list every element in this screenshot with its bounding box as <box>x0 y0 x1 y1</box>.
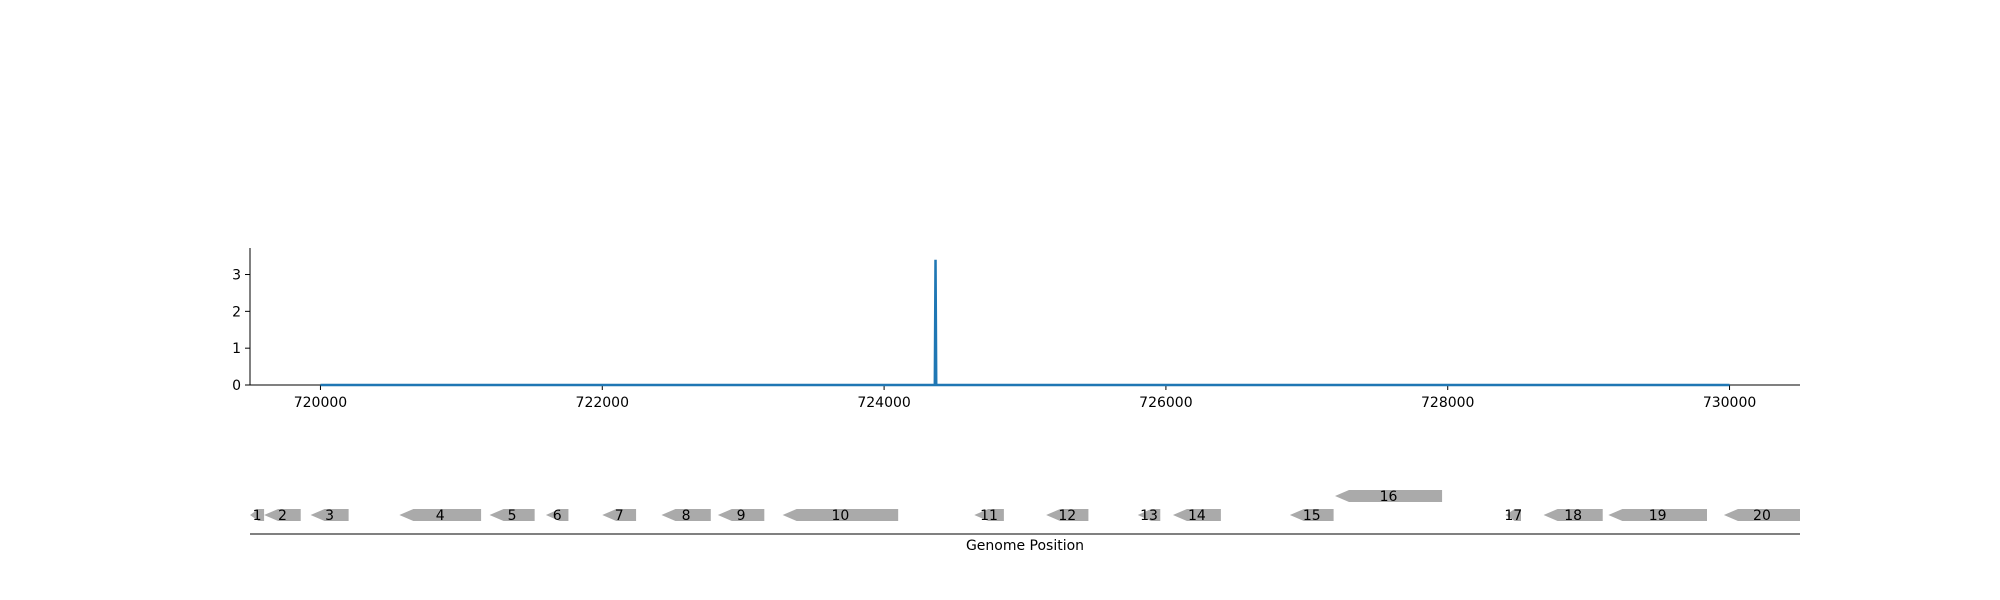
gene-arrow <box>399 509 482 521</box>
y-tick-label: 0 <box>232 378 241 394</box>
gene-label: 12 <box>1058 508 1076 524</box>
gene-arrow <box>717 509 765 521</box>
gene-arrow <box>250 509 265 521</box>
x-tick-label: 720000 <box>294 395 347 411</box>
gene-label: 13 <box>1140 508 1158 524</box>
gene-arrow <box>1172 509 1221 521</box>
gene-label: 14 <box>1188 508 1206 524</box>
gene-label: 9 <box>737 508 746 524</box>
gene-arrow <box>1335 490 1443 502</box>
gene-arrow <box>1608 509 1707 521</box>
coverage-y-ticks: 0 1 2 3 <box>232 268 250 394</box>
gene-label: 5 <box>508 508 517 524</box>
gene-arrow <box>782 509 899 521</box>
coverage-x-ticks: 720000 722000 724000 726000 728000 730000 <box>294 385 1756 411</box>
y-tick-label: 3 <box>232 268 241 284</box>
coverage-plot: 0 1 2 3 720000 722000 724000 726000 728000 73000… <box>232 248 1800 411</box>
y-tick-label: 1 <box>232 341 241 357</box>
gene-label: 19 <box>1649 508 1667 524</box>
gene-label: 6 <box>553 508 562 524</box>
gene-label: 17 <box>1504 508 1522 524</box>
gene-arrow <box>1505 509 1521 521</box>
gene-label: 20 <box>1753 508 1771 524</box>
gene-label: 16 <box>1380 489 1398 505</box>
gene-label: 7 <box>615 508 624 524</box>
gene-label: 2 <box>278 508 287 524</box>
x-tick-label: 724000 <box>857 395 910 411</box>
coverage-line <box>320 259 1730 387</box>
gene-arrow <box>1723 509 1800 521</box>
gene-arrow <box>1046 509 1089 521</box>
x-tick-label: 730000 <box>1703 395 1756 411</box>
gene-label: 8 <box>682 508 691 524</box>
gene-label: 18 <box>1564 508 1582 524</box>
gene-label: 4 <box>436 508 445 524</box>
gene-label: 1 <box>253 508 262 524</box>
gene-arrow <box>602 509 637 521</box>
gene-arrow <box>1289 509 1334 521</box>
gene-label: 11 <box>980 508 998 524</box>
gene-label: 3 <box>325 508 334 524</box>
gene-arrow <box>974 509 1004 521</box>
x-tick-label: 722000 <box>576 395 629 411</box>
gene-arrow <box>310 509 349 521</box>
gene-label: 10 <box>831 508 849 524</box>
gene-arrow <box>545 509 569 521</box>
x-tick-label: 726000 <box>1139 395 1192 411</box>
gene-arrow <box>661 509 711 521</box>
y-tick-label: 2 <box>232 304 241 320</box>
gene-arrow <box>1543 509 1603 521</box>
coverage-series <box>320 259 1730 387</box>
x-tick-label: 728000 <box>1421 395 1474 411</box>
gene-label: 15 <box>1303 508 1321 524</box>
gene-arrow <box>1137 509 1161 521</box>
gene-arrow <box>264 509 301 521</box>
gene-track-xlabel: Genome Position <box>966 538 1084 554</box>
gene-arrow <box>489 509 535 521</box>
